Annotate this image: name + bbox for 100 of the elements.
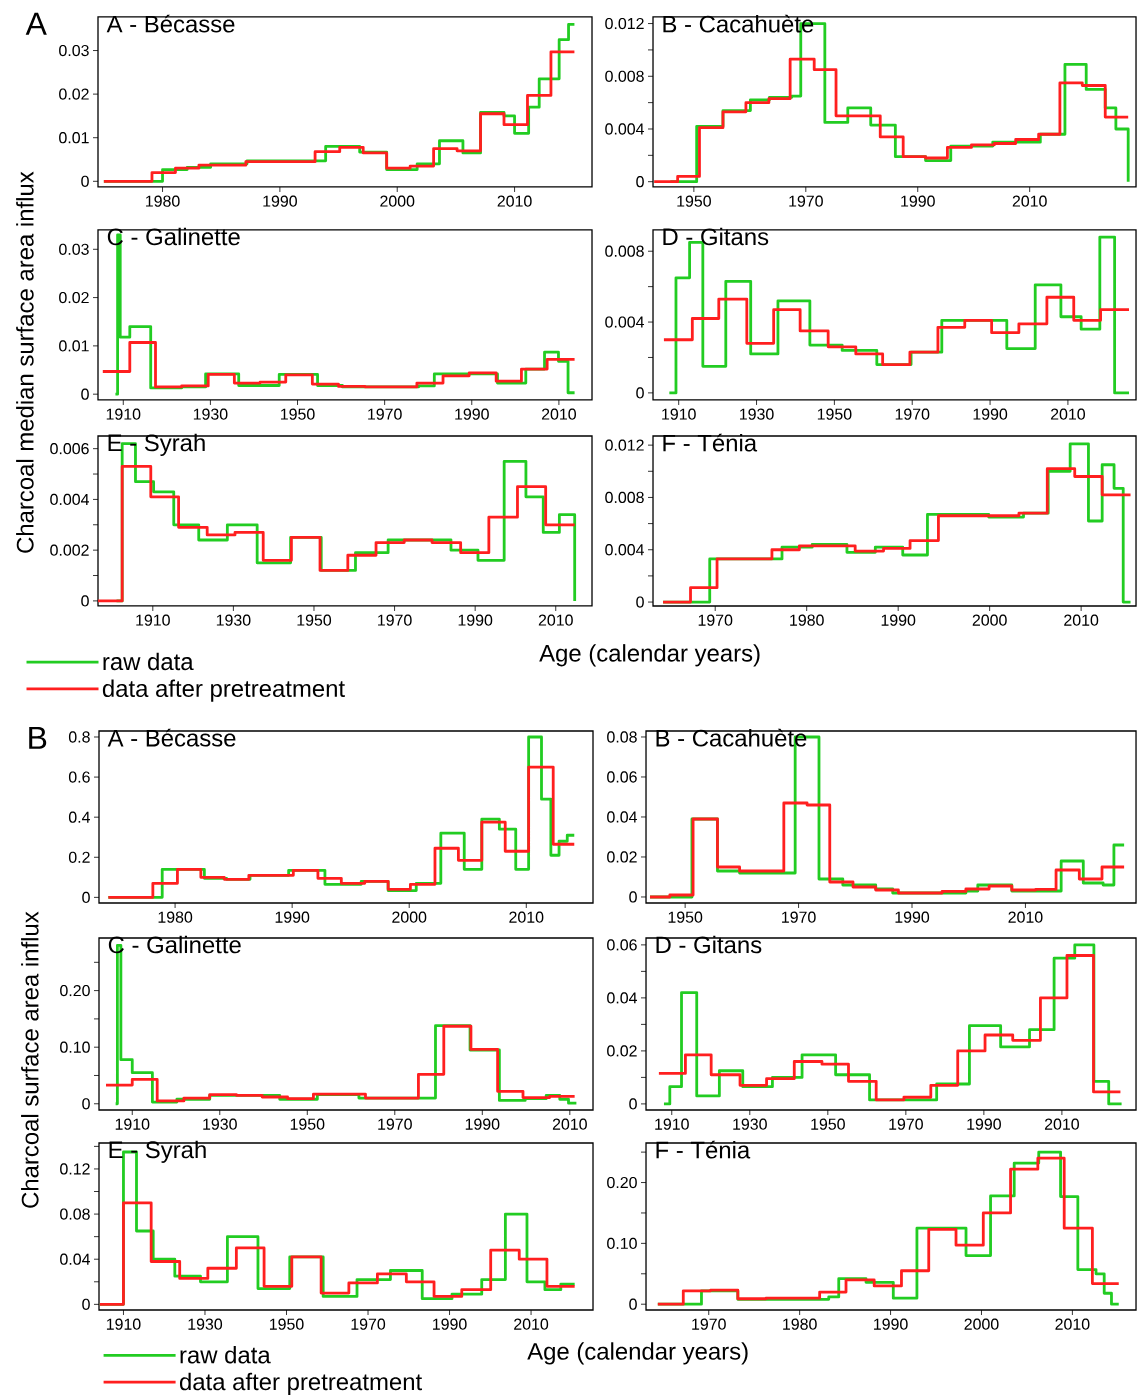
x-tick-label: 1910 — [106, 408, 141, 420]
x-tick-label: 1970 — [698, 614, 733, 626]
y-tick-label: 0 — [636, 596, 644, 608]
x-tick-label: 1950 — [677, 195, 711, 207]
chart-title: B - Cacahuète — [656, 728, 807, 747]
x-tick-label: 1930 — [216, 614, 251, 626]
chart-title: E - Syrah — [109, 1140, 206, 1164]
y-tick-label: 0.03 — [59, 44, 89, 57]
y-axis-title: Charcoal surface area influx — [21, 911, 39, 1208]
y-tick-label: 0.6 — [68, 771, 90, 783]
chart-title: A - Bécasse — [106, 14, 235, 33]
x-axis-title: Age (calendar years) — [527, 1342, 748, 1365]
x-tick-label: 1950 — [297, 614, 332, 626]
y-tick-label: 0.008 — [605, 245, 644, 257]
x-tick-label: 1950 — [290, 1118, 325, 1130]
y-tick-label: 0 — [82, 1298, 90, 1310]
x-tick-label: 1950 — [281, 408, 315, 420]
y-tick-label: 0.8 — [68, 731, 90, 743]
y-tick-label: 0 — [629, 1298, 637, 1310]
x-tick-label: 1970 — [895, 408, 930, 420]
y-tick-label: 0.008 — [605, 491, 644, 504]
x-tick-label: 1910 — [136, 614, 170, 626]
y-tick-label: 0.02 — [59, 291, 89, 304]
y-tick-label: 0 — [81, 595, 89, 607]
x-tick-label: 1980 — [146, 195, 180, 207]
x-tick-label: 1980 — [783, 1318, 817, 1330]
x-tick-label: 1990 — [895, 911, 930, 923]
x-tick-label: 1990 — [263, 195, 297, 207]
x-tick-label: 2000 — [392, 911, 427, 923]
x-tick-label: 1990 — [433, 1318, 467, 1330]
y-tick-label: 0.012 — [605, 439, 644, 451]
x-tick-label: 1990 — [881, 614, 916, 626]
x-tick-label: 2010 — [497, 195, 532, 207]
x-tick-label: 1950 — [668, 911, 703, 923]
x-tick-label: 1990 — [901, 195, 935, 207]
x-tick-label: 1930 — [203, 1118, 237, 1130]
y-tick-label: 0.08 — [607, 731, 637, 743]
y-tick-label: 0.06 — [607, 771, 637, 783]
x-tick-label: 2000 — [380, 195, 415, 207]
x-tick-label: 2010 — [1050, 408, 1085, 420]
x-tick-label: 1970 — [789, 195, 823, 207]
x-tick-label: 1970 — [351, 1318, 386, 1330]
x-tick-label: 1910 — [655, 1118, 689, 1130]
y-tick-label: 0.004 — [605, 316, 645, 328]
x-tick-label: 2010 — [538, 614, 573, 626]
x-tick-label: 1950 — [269, 1318, 304, 1330]
chart-title: D - Gitans — [656, 935, 762, 954]
y-tick-label: 0.04 — [607, 992, 638, 1004]
y-tick-label: 0.01 — [59, 132, 89, 144]
y-tick-label: 0 — [629, 1098, 637, 1110]
y-tick-label: 0.004 — [605, 544, 645, 556]
y-tick-label: 0.4 — [68, 811, 91, 823]
x-tick-label: 1950 — [811, 1118, 845, 1130]
x-tick-label: 2010 — [1064, 614, 1099, 626]
y-tick-label: 0 — [81, 388, 89, 400]
chart-title: D - Gitans — [663, 227, 769, 246]
text: A — [25, 12, 47, 35]
x-tick-label: 1970 — [889, 1118, 923, 1130]
chart-title: E - Syrah — [108, 433, 205, 457]
y-tick-label: 0.006 — [50, 443, 89, 455]
legend-label: data after pretreatment — [102, 679, 345, 702]
chart-title: C - Galinette — [107, 227, 240, 246]
x-tick-label: 2000 — [972, 614, 1007, 626]
x-tick-label: 1970 — [782, 911, 816, 923]
y-tick-label: 0.004 — [50, 493, 89, 506]
x-tick-label: 1930 — [188, 1318, 223, 1330]
y-tick-label: 0.02 — [607, 1045, 637, 1057]
y-tick-label: 0.2 — [68, 851, 90, 863]
x-tick-label: 2000 — [964, 1318, 999, 1330]
y-tick-label: 0.012 — [605, 17, 644, 30]
x-tick-label: 1930 — [193, 408, 228, 420]
y-axis-title: Charcoal median surface area influx — [16, 171, 34, 553]
x-tick-label: 2010 — [509, 911, 544, 923]
y-tick-label: 0 — [636, 387, 644, 399]
x-tick-label: 2010 — [1012, 195, 1047, 207]
x-tick-label: 1990 — [874, 1318, 908, 1330]
x-tick-label: 1970 — [368, 408, 402, 420]
y-tick-label: 0.03 — [59, 243, 89, 255]
x-tick-label: 1970 — [378, 1118, 412, 1130]
y-tick-label: 0.20 — [60, 984, 90, 997]
x-tick-label: 1990 — [967, 1118, 1001, 1130]
y-tick-label: 0.008 — [605, 70, 644, 82]
y-tick-label: 0.002 — [50, 544, 89, 556]
x-tick-label: 1970 — [692, 1318, 726, 1330]
chart-title: F - Ténia — [656, 1140, 751, 1159]
y-tick-label: 0 — [629, 891, 637, 903]
x-tick-label: 1910 — [662, 408, 696, 420]
y-tick-label: 0.20 — [607, 1176, 637, 1189]
y-tick-label: 0 — [82, 1098, 90, 1110]
x-tick-label: 2010 — [541, 408, 576, 420]
y-tick-label: 0.01 — [59, 340, 89, 352]
y-tick-label: 0.02 — [607, 851, 637, 863]
y-tick-label: 0.12 — [60, 1163, 90, 1175]
chart-title: C - Galinette — [108, 935, 241, 954]
y-tick-label: 0 — [82, 891, 90, 904]
legend-label: raw data — [180, 1345, 271, 1364]
x-tick-label: 2010 — [1008, 911, 1043, 923]
x-tick-label: 1990 — [458, 614, 493, 626]
x-tick-label: 1990 — [275, 911, 310, 923]
x-tick-label: 1910 — [106, 1318, 141, 1330]
